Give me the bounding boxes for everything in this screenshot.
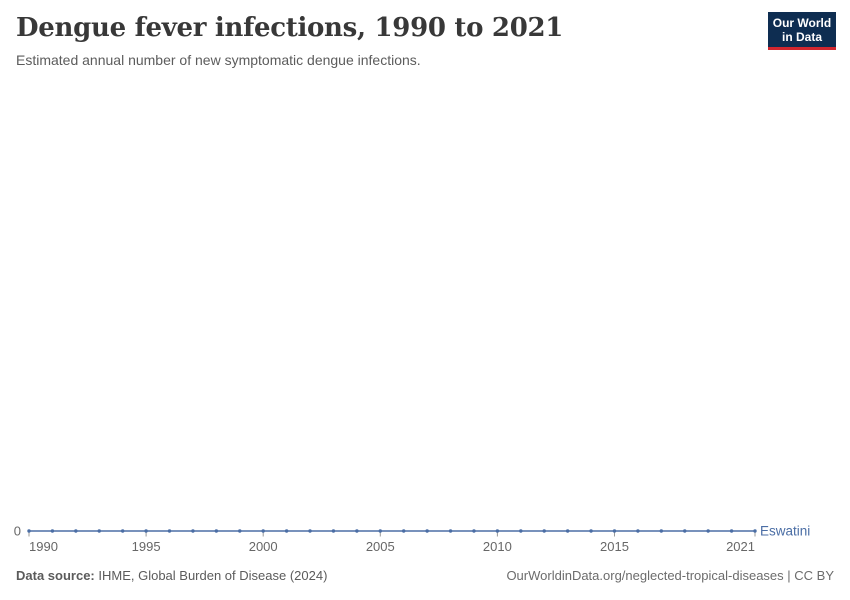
data-point-marker[interactable]: [144, 529, 148, 533]
x-axis-label: 2010: [483, 539, 512, 554]
owid-logo-text-line2: in Data: [781, 29, 822, 44]
data-point-marker[interactable]: [308, 529, 312, 533]
data-point-marker[interactable]: [402, 529, 406, 533]
data-point-marker[interactable]: [261, 529, 265, 533]
x-axis-label: 2021: [726, 539, 755, 554]
data-point-marker[interactable]: [97, 529, 101, 533]
owid-logo[interactable]: Our World in Data: [768, 12, 836, 50]
data-point-marker[interactable]: [565, 529, 570, 533]
data-point-marker[interactable]: [659, 529, 664, 533]
x-axis-label: 1995: [132, 539, 161, 554]
x-axis-label: 2015: [600, 539, 629, 554]
data-point-marker[interactable]: [27, 529, 31, 533]
data-source-text: IHME, Global Burden of Disease (2024): [94, 568, 328, 583]
data-point-marker[interactable]: [589, 529, 593, 533]
data-point-marker[interactable]: [706, 529, 710, 533]
data-point-marker[interactable]: [120, 529, 125, 533]
series-label-eswatini[interactable]: Eswatini: [760, 524, 810, 539]
data-point-marker[interactable]: [753, 529, 757, 533]
data-point-marker[interactable]: [378, 529, 382, 533]
data-point-marker[interactable]: [238, 529, 242, 533]
data-point-marker[interactable]: [425, 529, 429, 533]
data-point-marker[interactable]: [284, 529, 289, 533]
data-point-marker[interactable]: [636, 529, 640, 533]
data-point-marker[interactable]: [729, 529, 734, 533]
data-point-marker[interactable]: [167, 529, 172, 533]
data-point-marker[interactable]: [683, 529, 687, 533]
attribution-link[interactable]: OurWorldinData.org/neglected-tropical-di…: [506, 568, 834, 583]
x-axis-label: 1990: [29, 539, 58, 554]
data-source-note: Data source: IHME, Global Burden of Dise…: [16, 568, 327, 583]
owid-logo-text-line1: Our World: [772, 15, 832, 30]
chart-subtitle: Estimated annual number of new symptomat…: [16, 52, 421, 68]
data-point-marker[interactable]: [214, 529, 219, 533]
x-axis-label: 2000: [249, 539, 278, 554]
x-axis-label: 2005: [366, 539, 395, 554]
y-axis-tick-label: 0: [14, 524, 21, 539]
data-point-marker[interactable]: [50, 529, 55, 533]
data-point-marker[interactable]: [472, 529, 476, 533]
data-point-marker[interactable]: [612, 529, 617, 533]
data-point-marker[interactable]: [191, 529, 195, 533]
data-point-marker[interactable]: [519, 529, 523, 533]
data-point-marker[interactable]: [542, 529, 546, 533]
data-point-marker[interactable]: [331, 529, 336, 533]
data-source-label: Data source:: [16, 568, 95, 583]
chart-title: Dengue fever infections, 1990 to 2021: [16, 13, 564, 43]
data-point-marker[interactable]: [448, 529, 453, 533]
data-point-marker[interactable]: [355, 529, 359, 533]
data-point-marker[interactable]: [74, 529, 78, 533]
data-point-marker[interactable]: [495, 529, 500, 533]
